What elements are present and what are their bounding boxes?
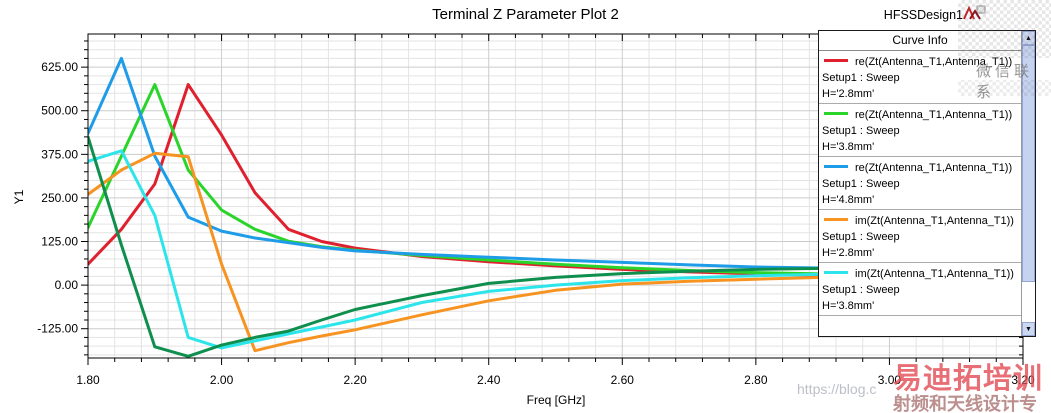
legend-entry: im(Zt(Antenna_T1,Antenna_T1)) Setup1 : S… <box>819 263 1021 316</box>
curve-variation: H='4.8mm' <box>822 194 875 206</box>
x-tick-label: 2.40 <box>477 373 501 387</box>
y-tick-label: -125.00 <box>37 322 78 336</box>
curve-color-swatch <box>824 112 848 116</box>
y-tick-label: 625.00 <box>41 60 78 74</box>
scrollbar-thumb[interactable] <box>1022 45 1035 282</box>
tick-labels: 1.80 2.00 2.20 2.40 2.60 2.80 3.00 3.20 -125.00 0… <box>37 60 1035 387</box>
x-axis-title: Freq [GHz] <box>526 393 586 407</box>
curve-color-swatch <box>824 218 848 222</box>
x-tick-label: 2.20 <box>343 373 367 387</box>
legend-header: Curve Info <box>819 31 1021 51</box>
page-title: Terminal Z Parameter Plot 2 <box>432 6 619 23</box>
curve-name: re(Zt(Antenna_T1,Antenna_T1)) <box>855 56 1013 68</box>
curve-setup: Setup1 : Sweep <box>822 231 900 243</box>
y-tick-label: 0.00 <box>55 278 79 292</box>
x-tick-label: 3.00 <box>878 373 902 387</box>
y-tick-label: 250.00 <box>41 191 78 205</box>
legend-scrollbar[interactable]: ▲ ▼ <box>1021 31 1035 336</box>
y-tick-label: 375.00 <box>41 147 78 161</box>
curve-name: im(Zt(Antenna_T1,Antenna_T1)) <box>855 215 1014 227</box>
curve-variation: H='3.8mm' <box>822 141 875 153</box>
curve-info-panel[interactable]: Curve Info re(Zt(Antenna_T1,Antenna_T1))… <box>818 30 1036 337</box>
x-tick-label: 2.60 <box>611 373 635 387</box>
x-tick-label: 2.80 <box>744 373 768 387</box>
curve-color-swatch <box>824 59 848 63</box>
y-tick-label: 125.00 <box>41 235 78 249</box>
curve-variation: H='2.8mm' <box>822 88 875 100</box>
hfss-plot-icon <box>963 4 987 22</box>
x-tick-label: 2.00 <box>210 373 234 387</box>
curve-setup: Setup1 : Sweep <box>822 178 900 190</box>
curve-variation: H='2.8mm' <box>822 247 875 259</box>
legend-entry: re(Zt(Antenna_T1,Antenna_T1)) Setup1 : S… <box>819 104 1021 157</box>
legend-entry: re(Zt(Antenna_T1,Antenna_T1)) Setup1 : S… <box>819 51 1021 104</box>
curve-setup: Setup1 : Sweep <box>822 125 900 137</box>
legend-entry: im(Zt(Antenna_T1,Antenna_T1)) Setup1 : S… <box>819 210 1021 263</box>
x-tick-label: 1.80 <box>76 373 100 387</box>
curve-color-swatch <box>824 165 848 169</box>
scroll-down-button[interactable]: ▼ <box>1022 322 1035 336</box>
curve-setup: Setup1 : Sweep <box>822 72 900 84</box>
scroll-up-button[interactable]: ▲ <box>1022 31 1035 45</box>
legend-entry: re(Zt(Antenna_T1,Antenna_T1)) Setup1 : S… <box>819 157 1021 210</box>
curve-color-swatch <box>824 271 848 275</box>
curve-variation: H='3.8mm' <box>822 300 875 312</box>
design-name-label: HFSSDesign1 <box>883 8 963 22</box>
curve-setup: Setup1 : Sweep <box>822 284 900 296</box>
x-tick-label: 3.20 <box>1011 373 1035 387</box>
curve-name: re(Zt(Antenna_T1,Antenna_T1)) <box>855 109 1013 121</box>
curve-name: im(Zt(Antenna_T1,Antenna_T1)) <box>855 268 1014 280</box>
y-tick-label: 500.00 <box>41 104 78 118</box>
curve-name: re(Zt(Antenna_T1,Antenna_T1)) <box>855 162 1013 174</box>
